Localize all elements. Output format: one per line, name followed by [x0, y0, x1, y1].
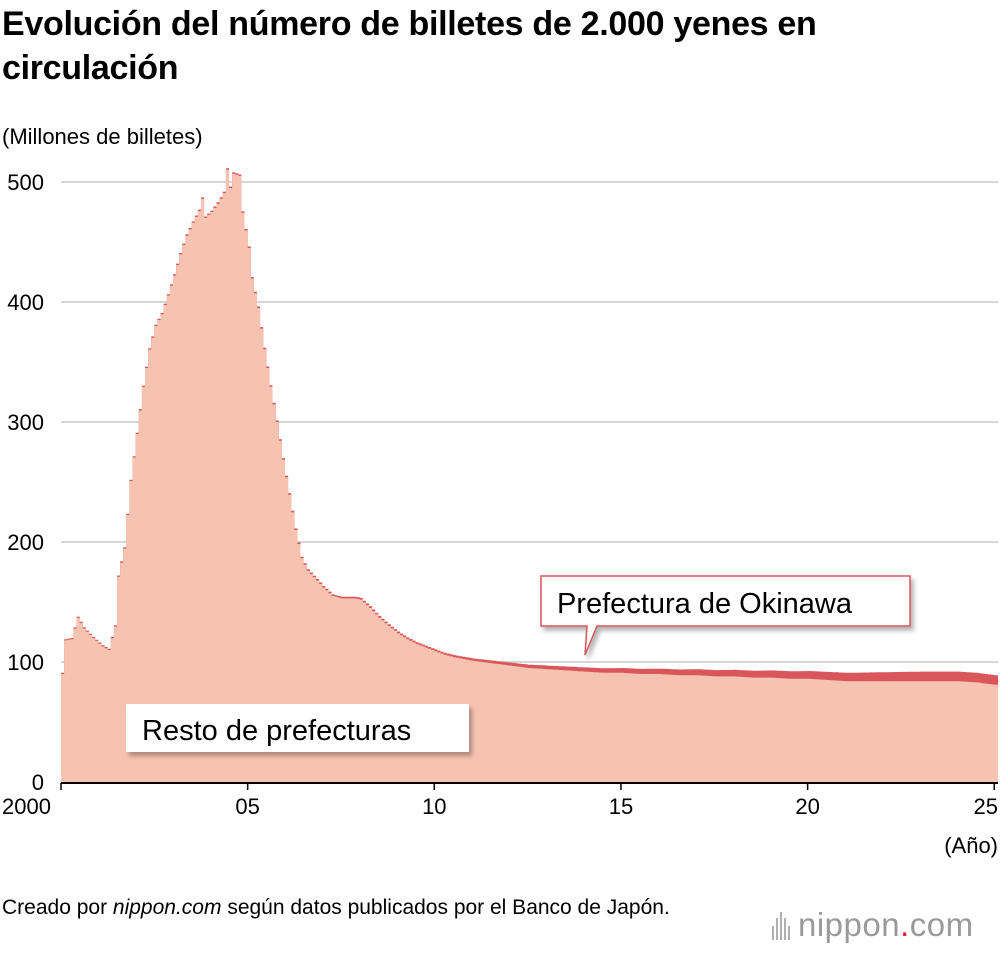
x-tick-labels: 2000 05 10 15 20 25: [2, 783, 998, 819]
chart-title: Evolución del número de billetes de 2.00…: [2, 5, 817, 87]
y-tick-label-100: 100: [7, 650, 44, 675]
x-tick-label-2000: 2000: [2, 794, 51, 819]
rest-callout: Resto de prefecturas: [126, 704, 469, 752]
y-tick-label-200: 200: [7, 530, 44, 555]
source-prefix: Creado por: [2, 896, 113, 919]
rest-callout-label: Resto de prefecturas: [142, 715, 411, 747]
x-tick-label-05: 05: [235, 794, 259, 819]
source-note: Creado por nippon.com según datos public…: [2, 894, 742, 922]
nippon-com-logo: nippon.com: [772, 906, 974, 944]
okinawa-callout: Prefectura de Okinawa: [540, 575, 911, 656]
source-suffix: según datos publicados por el Banco de J…: [221, 896, 670, 919]
rest-callout-box: [126, 704, 469, 752]
y-tick-labels: 0 100 200 300 400 500: [7, 170, 44, 795]
logo-bars-icon: [772, 910, 790, 940]
y-axis-unit-label: (Millones de billetes): [2, 124, 203, 149]
source-site: nippon.com: [112, 896, 222, 919]
logo-wordmark: nippon.com: [798, 906, 974, 943]
x-tick-label-15: 15: [609, 794, 633, 819]
okinawa-callout-box: [540, 575, 911, 656]
series-rest-area: [61, 169, 998, 782]
x-axis-unit-label: (Año): [944, 833, 998, 858]
x-tick-label-20: 20: [795, 794, 819, 819]
x-tick-label-10: 10: [422, 794, 446, 819]
series-layer: [61, 168, 998, 783]
y-tick-label-0: 0: [32, 770, 44, 795]
y-tick-label-300: 300: [7, 410, 44, 435]
x-tick-label-25: 25: [974, 794, 998, 819]
okinawa-callout-label: Prefectura de Okinawa: [557, 588, 853, 620]
y-tick-label-500: 500: [7, 170, 44, 195]
y-tick-label-400: 400: [7, 290, 44, 315]
